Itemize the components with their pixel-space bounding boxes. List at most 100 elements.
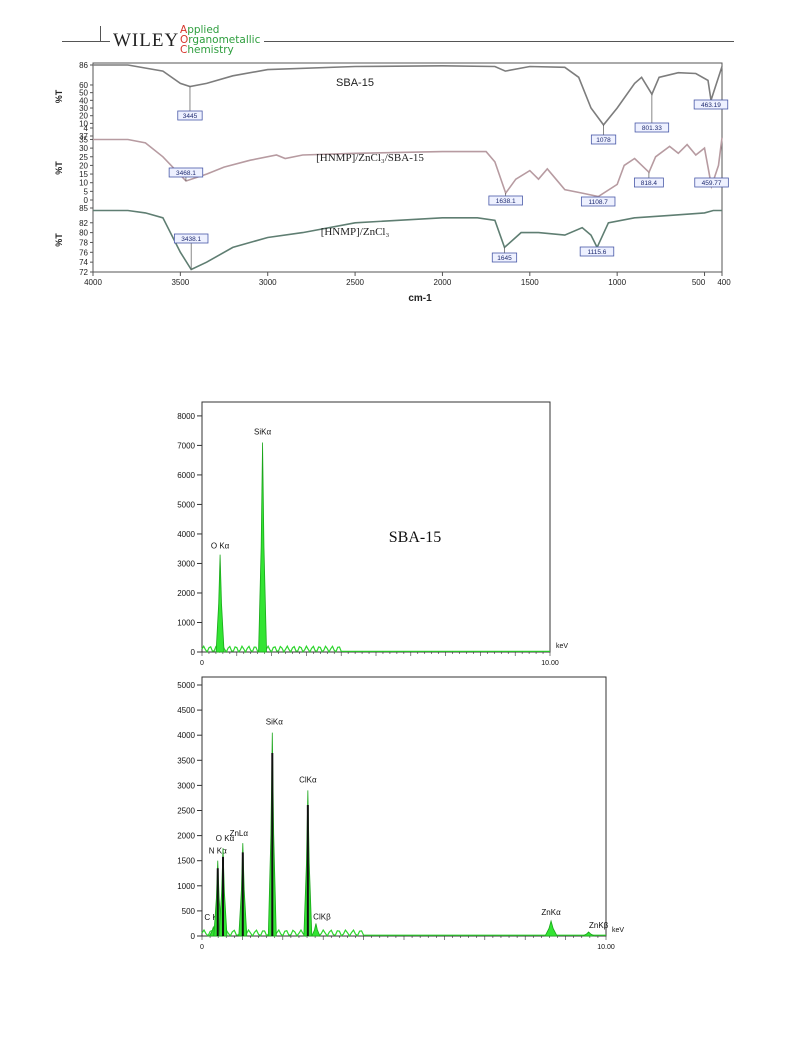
publisher-logo: WILEY [110,30,183,52]
x-axis-label: keV [556,643,568,650]
peak-label-box [633,177,664,188]
y-tick-label: 4500 [177,706,195,715]
plot-frame [92,62,723,273]
y-tick-label: 78 [79,238,88,247]
x-tick-label: 10.00 [597,944,615,951]
y-tick-label: 3500 [177,756,195,765]
y-tick-label: 80 [79,229,88,238]
peak-label-box [693,99,729,110]
series-title: [HNMP]/ZnCl₃/SBA-15 [316,152,424,164]
series-title: [HNMP]/ZnCl₃ [321,226,390,238]
peak-label: 1115.6 [588,249,607,256]
y-tick-label: 5000 [177,500,195,509]
y-tick-label: 30 [79,104,88,113]
peak-label: SiKα [266,718,283,727]
y-tick-label: 30 [79,144,88,153]
y-tick-label: 3000 [177,559,195,568]
peak-label-box [694,177,729,188]
journal-line-2: Organometallic [180,34,261,46]
y-tick-label: 72 [79,268,88,277]
y-tick-label: 50 [79,89,88,98]
y-tick-label: 35 [79,135,88,144]
y-tick-label: 82 [79,219,88,228]
eds-chart-sba15: 0 1000 2000 3000 4000 5000 6000 7000 8000 0 10.00 k… [177,401,568,667]
y-tick-label: 4000 [177,731,195,740]
y-tick-label: 500 [182,907,196,916]
spectrum-line [93,209,722,271]
y-axis-label: %T [54,233,64,247]
y-tick-label: 1500 [177,857,195,866]
journal-line-1: Applied [180,24,220,36]
peak-label: 801.33 [642,125,662,132]
peak-label-box [491,252,518,263]
peak-label: ZnKβ [589,921,609,930]
series-title: SBA-15 [336,77,374,89]
y-tick-label: 6000 [177,471,195,480]
peak-label: ZnLα [230,829,249,838]
eds-chart-composite: 0 500 1000 1500 2000 2500 3000 3500 4000 4500 5000… [177,676,624,951]
x-tick-label: 1000 [608,278,626,287]
peak-label: 459.77 [702,180,722,187]
spectrum-line [93,64,723,127]
ftir-chart: 866050403020104%TSBA-1534451078801.33463… [54,61,731,304]
y-tick-label: 76 [79,248,88,257]
peak-label: 818.4 [641,180,658,187]
y-tick-label: 8000 [177,412,195,421]
peak-label-box [168,167,204,178]
spectrum-peak [311,923,321,937]
peak-label-box [177,110,203,121]
x-tick-label: 0 [200,660,204,667]
y-tick-label: 2500 [177,807,195,816]
y-tick-label: 25 [79,153,88,162]
y-tick-label: 0 [191,932,196,941]
peak-label-box [488,195,523,206]
plot-frame [201,676,607,937]
chart-title: SBA-15 [389,529,441,546]
y-tick-label: 20 [79,112,88,121]
y-tick-label: 40 [79,96,88,105]
spectrum-peak [582,931,595,937]
journal-header: WILEY Applied Organometallic Chemistry [0,0,793,60]
y-tick-label: 2000 [177,832,195,841]
plot-frame [201,401,551,653]
peak-label-box [579,246,615,257]
y-tick-label: 0 [84,196,89,205]
journal-line-3: Chemistry [180,44,234,56]
spectrum-peak [215,554,225,653]
x-tick-label: 2500 [346,278,364,287]
x-tick-label: 4000 [84,278,102,287]
y-tick-label: 4000 [177,530,195,539]
x-tick-label: 0 [200,944,204,951]
peak-label: 3468.1 [176,170,196,177]
y-tick-label: 60 [79,81,88,90]
x-tick-label: 2000 [434,278,452,287]
header-page-marker [100,26,101,42]
peak-label-box [634,122,670,133]
x-tick-label: 10.00 [541,660,559,667]
y-tick-label: 1000 [177,618,195,627]
x-tick-label: 1500 [521,278,539,287]
y-axis-label: %T [54,161,64,175]
spectrum-peak [258,442,267,653]
y-tick-label: 15 [79,170,88,179]
y-tick-label: 10 [79,119,88,128]
peak-label: 1638.1 [496,198,516,205]
x-tick-label: 500 [692,278,706,287]
x-tick-label: 3500 [171,278,189,287]
peak-label: 1645 [497,255,512,262]
y-tick-label: 85 [79,204,88,213]
y-tick-label: 1000 [177,882,195,891]
y-tick-label: 74 [79,258,88,267]
y-axis-label: %T [54,89,64,103]
spectrum-line [93,137,723,198]
y-tick-label: 20 [79,161,88,170]
y-tick-label: 5 [84,187,89,196]
y-tick-label: 7000 [177,441,195,450]
peak-label: 463.19 [701,102,721,109]
peak-label-box [580,196,616,207]
x-axis-label: keV [612,927,624,934]
y-tick-label: 2000 [177,589,195,598]
journal-logo: Applied Organometallic Chemistry [180,24,265,56]
peak-label: 1078 [596,137,611,144]
y-tick-label: 3000 [177,781,195,790]
